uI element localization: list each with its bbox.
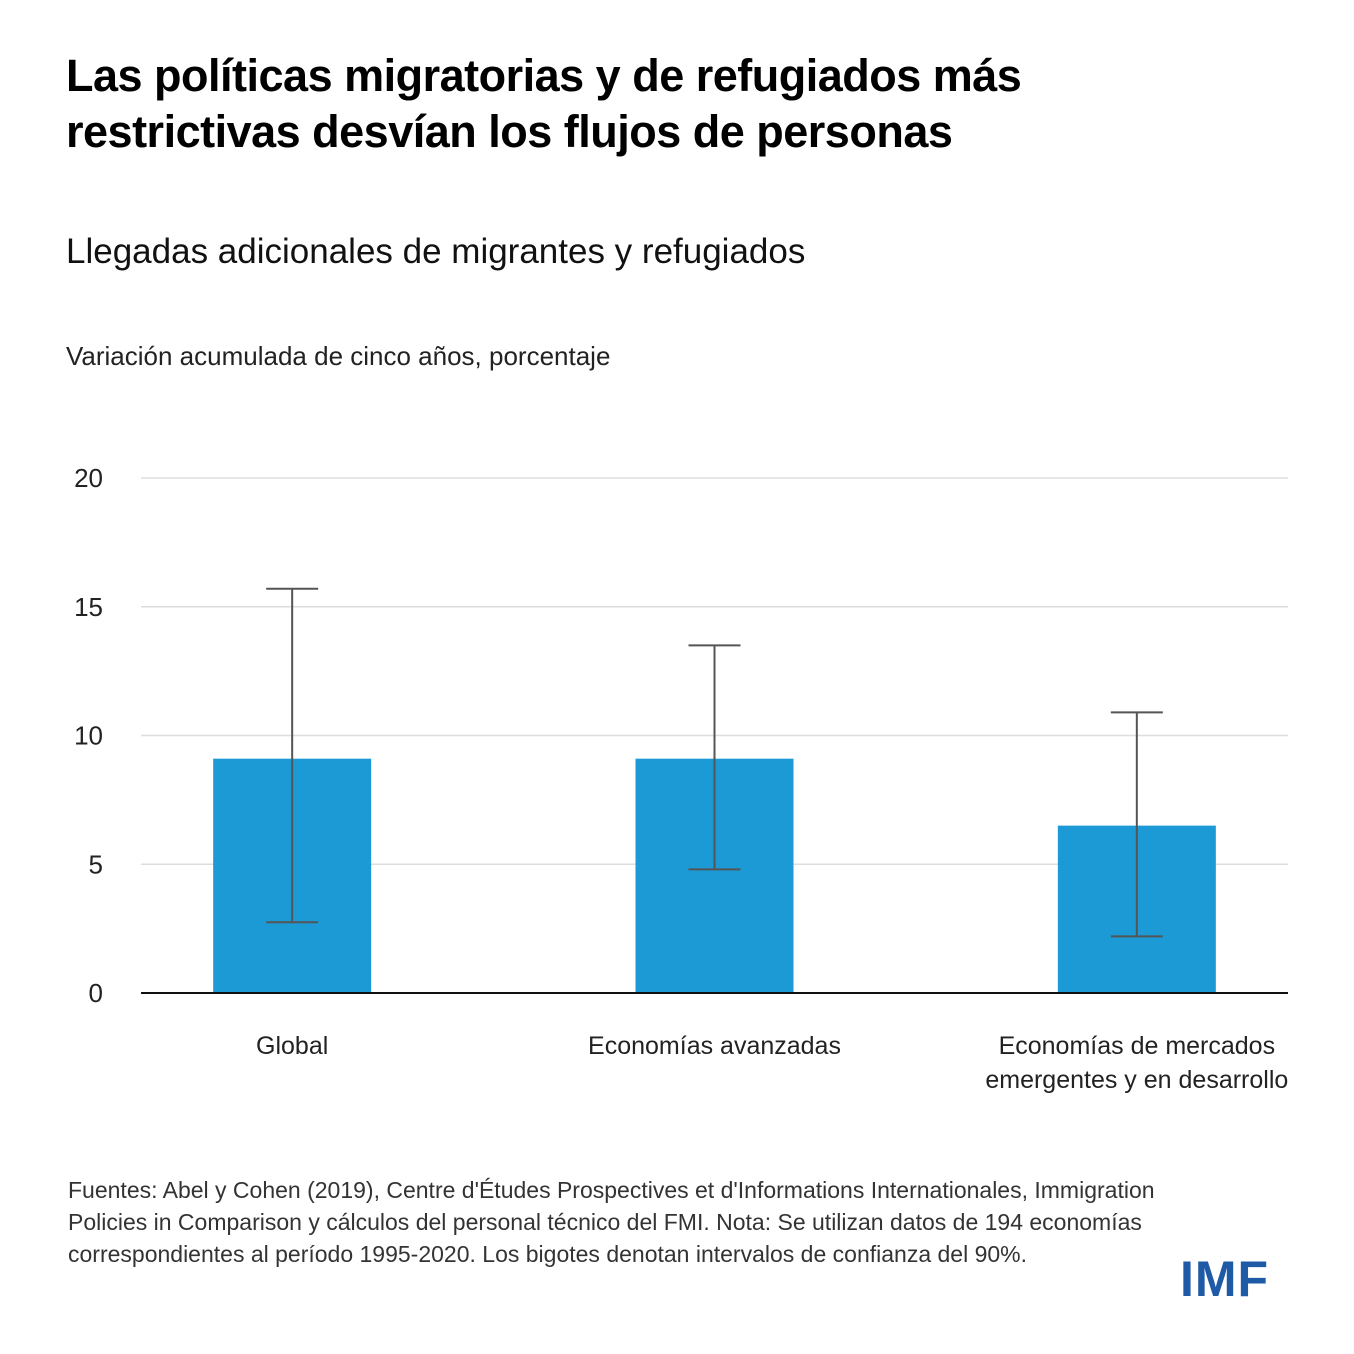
y-tick-label: 20 — [74, 463, 103, 493]
category-label: Economías de mercados emergentes y en des… — [985, 1032, 1288, 1094]
category-label-line: Global — [256, 1032, 328, 1060]
category-label: Global — [256, 1032, 328, 1060]
y-tick-label: 15 — [74, 592, 103, 622]
y-tick-label: 0 — [89, 978, 103, 1008]
y-tick-label: 5 — [89, 849, 103, 879]
y-axis-unit-label: Variación acumulada de cinco años, porce… — [66, 341, 611, 371]
category-label-line: Economías de mercados — [999, 1032, 1276, 1060]
chart-subtitle: Llegadas adicionales de migrantes y refu… — [66, 232, 806, 271]
category-labels: Global Economías avanzadas Economías de me… — [256, 1032, 1288, 1094]
imf-logo: IMF — [1180, 1251, 1270, 1307]
chart-title: Las políticas migratorias y de refugiado… — [66, 50, 1022, 157]
source-note: Fuentes: Abel y Cohen (2019), Centre d'É… — [68, 1177, 1155, 1267]
y-axis-ticks: 0 5 10 15 20 — [74, 463, 103, 1008]
category-label-line: emergentes y en desarrollo — [985, 1066, 1288, 1094]
category-label: Economías avanzadas — [588, 1032, 841, 1060]
category-label-line: Economías avanzadas — [588, 1032, 841, 1060]
y-tick-label: 10 — [74, 721, 103, 751]
error-bars — [266, 587, 1163, 938]
